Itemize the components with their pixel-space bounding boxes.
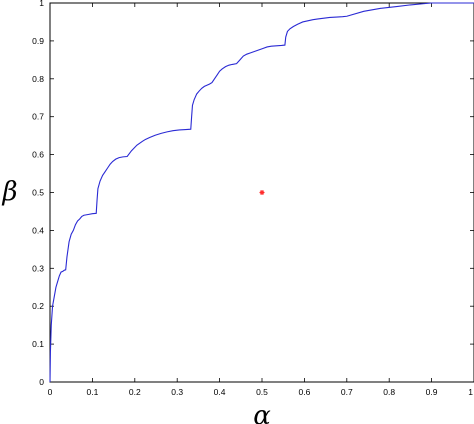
- x-tick-label: 0.3: [171, 387, 183, 397]
- x-tick-label: 0.4: [214, 387, 226, 397]
- series-line: [49, 2, 474, 383]
- x-tick-label: 0.7: [341, 387, 353, 397]
- x-tick-label: 0.8: [383, 387, 395, 397]
- y-tick-label: 0.7: [32, 112, 44, 122]
- x-tick-label: 0.5: [256, 387, 268, 397]
- y-tick-label: 1: [39, 0, 44, 8]
- y-tick-label: 0.3: [32, 263, 44, 273]
- y-axis-label: β: [1, 177, 17, 207]
- x-tick-label: 1: [468, 387, 473, 397]
- y-tick-label: 0.1: [32, 339, 44, 349]
- x-tick-label: 0.6: [298, 387, 310, 397]
- y-tick-label: 0: [39, 377, 44, 387]
- x-tick-label: 0: [48, 387, 53, 397]
- y-tick-label: 0.6: [32, 150, 44, 160]
- y-tick-label: 0.4: [32, 225, 44, 235]
- x-tick-label: 0.1: [86, 387, 98, 397]
- y-tick-label: 0.8: [32, 74, 44, 84]
- y-tick-label: 0.5: [32, 188, 44, 198]
- x-axis-label: α: [253, 401, 271, 424]
- y-tick-label: 0.2: [32, 301, 44, 311]
- series-layer: [49, 2, 474, 383]
- axis-ticks: [49, 2, 474, 383]
- tick-labels: 0 0.1 0.2 0.3 0.4 0.5 0.6 0.7 0.8 0.9 1 0 0.1 0.2 0.3 0…: [32, 0, 473, 397]
- x-tick-label: 0.9: [426, 387, 438, 397]
- y-tick-label: 0.9: [32, 36, 44, 46]
- x-tick-label: 0.2: [129, 387, 141, 397]
- data-point: [259, 190, 265, 195]
